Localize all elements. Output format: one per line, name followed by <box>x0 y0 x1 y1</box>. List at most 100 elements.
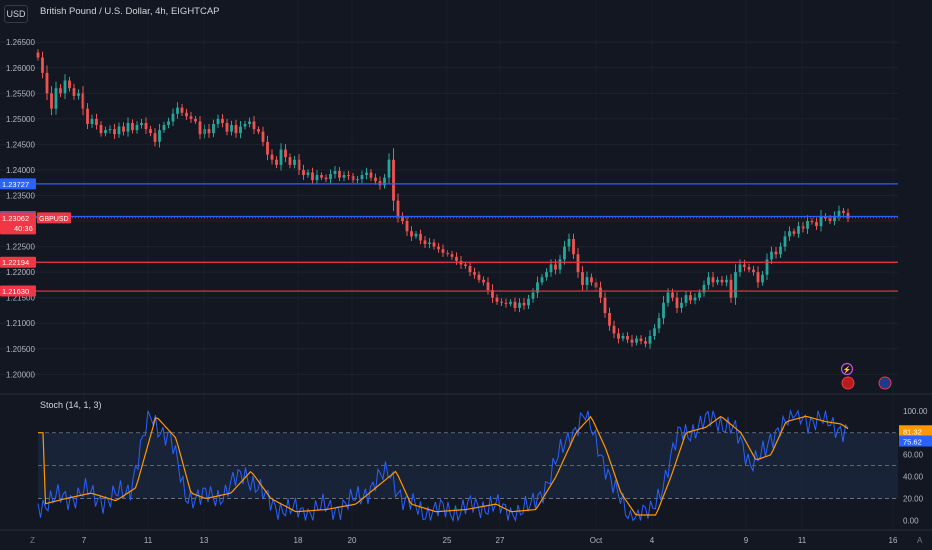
candle-body <box>500 301 503 303</box>
candle-body <box>522 302 526 306</box>
candle-body <box>504 302 508 304</box>
currency-button[interactable]: USD <box>4 5 28 23</box>
flash-event-icon[interactable] <box>840 362 854 376</box>
candle-body <box>702 284 706 293</box>
time-tick-label: 7 <box>82 536 87 545</box>
candle-body <box>162 124 166 131</box>
candle-body <box>513 301 517 308</box>
candle-body <box>518 302 521 308</box>
candle-body <box>698 292 701 298</box>
candle-body <box>221 118 224 123</box>
candle-body <box>455 256 458 261</box>
candle-body <box>36 52 40 58</box>
candle-body <box>374 177 377 182</box>
candle-body <box>392 159 395 201</box>
price-tick-label: 1.25500 <box>6 89 35 98</box>
candle-body <box>603 297 607 314</box>
candle-body <box>360 175 364 180</box>
candle-body <box>608 313 611 326</box>
stoch-d-line <box>38 415 849 516</box>
time-tick-label: 13 <box>200 536 209 545</box>
time-tick-label: 25 <box>443 536 452 545</box>
candle-body <box>257 129 260 132</box>
candle-body <box>797 226 800 234</box>
candle-body <box>689 295 692 301</box>
candle-body <box>414 233 418 237</box>
candle-body <box>774 251 778 255</box>
candle-body <box>288 157 292 165</box>
candle-body <box>693 297 697 301</box>
candle-body <box>351 176 355 181</box>
candle-body <box>675 297 679 308</box>
candle-body <box>437 246 440 250</box>
candle-body <box>509 301 512 304</box>
candle-body <box>135 124 139 131</box>
candle-body <box>779 246 782 255</box>
candle-body <box>734 272 737 298</box>
candle-body <box>716 279 719 283</box>
candle-body <box>671 292 674 298</box>
candle-body <box>297 159 301 170</box>
candle-body <box>770 251 773 260</box>
us-flag-event-icon[interactable] <box>878 376 892 390</box>
candle-body <box>59 88 62 94</box>
candle-body <box>126 122 130 132</box>
candle-body <box>536 282 539 293</box>
stoch-k-line <box>37 408 849 523</box>
stoch-tick-label: 60.00 <box>903 451 924 460</box>
time-tick-label: 4 <box>650 536 655 545</box>
candle-body <box>720 279 724 283</box>
price-level-label: 1.23727 <box>2 180 29 189</box>
stoch-legend: Stoch (14, 1, 3) <box>40 400 102 410</box>
candle-body <box>554 264 557 270</box>
candle-body <box>549 264 553 273</box>
candle-body <box>441 249 445 253</box>
candle-body <box>266 141 269 155</box>
price-level-tag <box>0 178 36 190</box>
candle-body <box>612 325 616 334</box>
candle-body <box>279 149 283 165</box>
candle-body <box>185 112 188 117</box>
candle-body <box>230 124 233 132</box>
candle-body <box>140 122 143 125</box>
candle-body <box>171 113 175 122</box>
candle-body <box>806 221 809 229</box>
candle-body <box>756 272 760 283</box>
candle-body <box>234 124 238 134</box>
candle-body <box>545 272 548 278</box>
candle-body <box>648 336 652 344</box>
price-level-tag <box>0 285 36 297</box>
price-tick-label: 1.26000 <box>6 64 35 73</box>
flash-glyph: ⚡ <box>843 365 852 374</box>
candle-body <box>405 221 409 232</box>
candle-body <box>131 122 134 131</box>
candle-body <box>540 277 544 283</box>
candle-body <box>365 172 368 176</box>
price-tick-label: 1.25000 <box>6 115 35 124</box>
candle-body <box>644 341 647 344</box>
candle-body <box>41 57 44 73</box>
time-tick-label: 11 <box>144 536 153 545</box>
candle-body <box>815 222 818 227</box>
candle-body <box>563 246 566 260</box>
candle-body <box>576 254 580 273</box>
candle-body <box>180 107 184 113</box>
symbol-tag <box>37 212 71 224</box>
stoch-k-tag <box>899 435 932 447</box>
candle-body <box>63 80 67 94</box>
candle-body <box>743 264 746 268</box>
candle-body <box>599 287 602 298</box>
candle-body <box>383 177 386 186</box>
time-tick-label: 20 <box>348 536 357 545</box>
candle-body <box>207 129 211 134</box>
candle-body <box>842 210 845 213</box>
candle-body <box>473 272 476 275</box>
candle-body <box>711 277 715 283</box>
candle-body <box>356 179 359 181</box>
candle-body <box>783 236 787 247</box>
candle-body <box>104 130 107 134</box>
uk-flag-event-icon[interactable] <box>841 376 855 390</box>
candle-body <box>333 170 337 175</box>
candle-body <box>342 175 346 178</box>
